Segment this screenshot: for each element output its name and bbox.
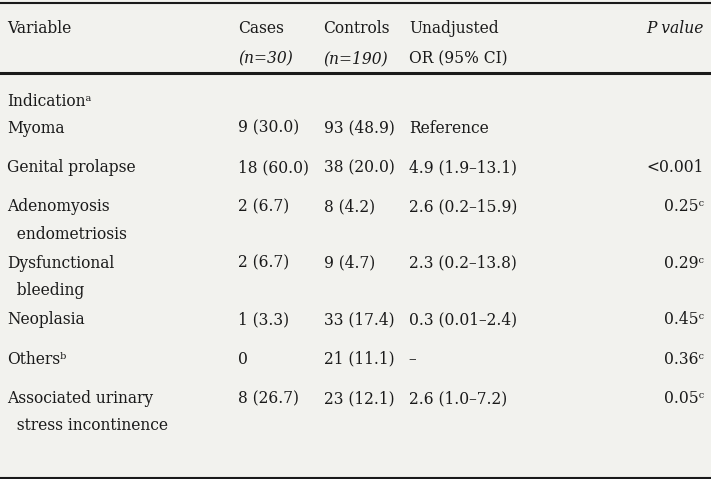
Text: Controls: Controls: [324, 20, 390, 37]
Text: 2.6 (0.2–15.9): 2.6 (0.2–15.9): [409, 198, 517, 215]
Text: Indicationᵃ: Indicationᵃ: [7, 93, 92, 110]
Text: Adenomyosis: Adenomyosis: [7, 198, 109, 215]
Text: 0.3 (0.01–2.4): 0.3 (0.01–2.4): [409, 311, 517, 328]
Text: (n=30): (n=30): [238, 50, 293, 67]
Text: (n=190): (n=190): [324, 50, 388, 67]
Text: Dysfunctional: Dysfunctional: [7, 255, 114, 272]
Text: bleeding: bleeding: [7, 282, 85, 299]
Text: 0.25ᶜ: 0.25ᶜ: [664, 198, 704, 215]
Text: 33 (17.4): 33 (17.4): [324, 311, 394, 328]
Text: 0.29ᶜ: 0.29ᶜ: [664, 255, 704, 272]
Text: 93 (48.9): 93 (48.9): [324, 120, 395, 137]
Text: <0.001: <0.001: [646, 159, 704, 176]
Text: Genital prolapse: Genital prolapse: [7, 159, 136, 176]
Text: 0.36ᶜ: 0.36ᶜ: [664, 351, 704, 367]
Text: 23 (12.1): 23 (12.1): [324, 390, 394, 407]
Text: P value: P value: [646, 20, 704, 37]
Text: Othersᵇ: Othersᵇ: [7, 351, 67, 367]
Text: endometriosis: endometriosis: [7, 226, 127, 242]
Text: 2.6 (1.0–7.2): 2.6 (1.0–7.2): [409, 390, 507, 407]
Text: 2 (6.7): 2 (6.7): [238, 198, 289, 215]
Text: Unadjusted: Unadjusted: [409, 20, 498, 37]
Text: 21 (11.1): 21 (11.1): [324, 351, 394, 367]
Text: Cases: Cases: [238, 20, 284, 37]
Text: 0.05ᶜ: 0.05ᶜ: [664, 390, 704, 407]
Text: 9 (4.7): 9 (4.7): [324, 255, 375, 272]
Text: stress incontinence: stress incontinence: [7, 417, 168, 434]
Text: –: –: [409, 351, 417, 367]
Text: 0.45ᶜ: 0.45ᶜ: [664, 311, 704, 328]
Text: Associated urinary: Associated urinary: [7, 390, 154, 407]
Text: 0: 0: [238, 351, 248, 367]
Text: 1 (3.3): 1 (3.3): [238, 311, 289, 328]
Text: 8 (4.2): 8 (4.2): [324, 198, 375, 215]
Text: 18 (60.0): 18 (60.0): [238, 159, 309, 176]
Text: 2 (6.7): 2 (6.7): [238, 255, 289, 272]
Text: 38 (20.0): 38 (20.0): [324, 159, 395, 176]
Text: OR (95% CI): OR (95% CI): [409, 50, 508, 67]
Text: 9 (30.0): 9 (30.0): [238, 120, 299, 137]
Text: 8 (26.7): 8 (26.7): [238, 390, 299, 407]
Text: Neoplasia: Neoplasia: [7, 311, 85, 328]
Text: Myoma: Myoma: [7, 120, 65, 137]
Text: 2.3 (0.2–13.8): 2.3 (0.2–13.8): [409, 255, 517, 272]
Text: 4.9 (1.9–13.1): 4.9 (1.9–13.1): [409, 159, 517, 176]
Text: Variable: Variable: [7, 20, 71, 37]
Text: Reference: Reference: [409, 120, 488, 137]
